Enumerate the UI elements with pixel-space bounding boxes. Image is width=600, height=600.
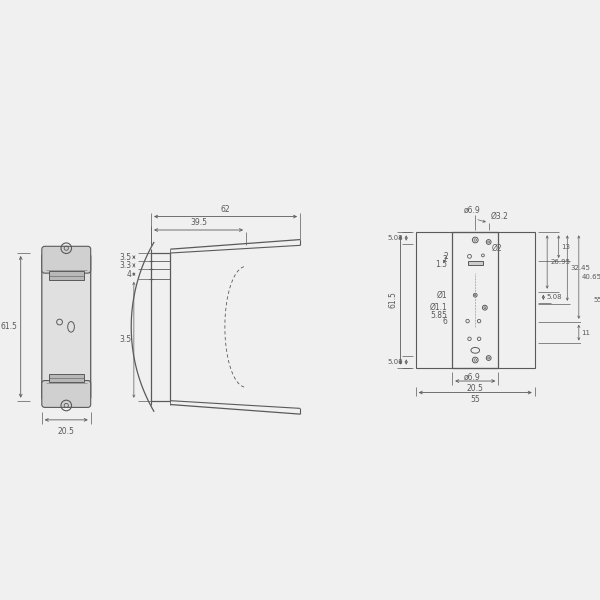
- Text: 61.5: 61.5: [389, 292, 398, 308]
- Text: 62: 62: [221, 205, 230, 214]
- Text: 4: 4: [127, 269, 132, 278]
- Bar: [452, 232, 498, 368]
- Text: 40.65: 40.65: [581, 274, 600, 280]
- Text: 20.5: 20.5: [467, 384, 484, 393]
- Text: 39.5: 39.5: [190, 218, 207, 227]
- Text: Ø2: Ø2: [491, 244, 502, 253]
- Text: 1.5: 1.5: [436, 260, 448, 269]
- Text: 20.5: 20.5: [58, 427, 74, 436]
- Text: Ø3.2: Ø3.2: [491, 212, 508, 221]
- Text: Ø1.1: Ø1.1: [430, 303, 448, 312]
- Text: 5.08: 5.08: [388, 235, 403, 241]
- Text: ø6.9: ø6.9: [464, 206, 481, 215]
- Text: 6: 6: [443, 317, 448, 326]
- Bar: [151, 253, 170, 401]
- Text: 5.08: 5.08: [546, 294, 562, 300]
- Text: 55: 55: [593, 297, 600, 303]
- FancyBboxPatch shape: [42, 380, 91, 407]
- Text: 2: 2: [443, 255, 448, 264]
- Text: ø6.9: ø6.9: [464, 373, 481, 382]
- FancyBboxPatch shape: [42, 246, 91, 273]
- Text: 2: 2: [443, 252, 448, 261]
- Text: 5.08: 5.08: [388, 359, 403, 365]
- Bar: [49, 374, 84, 382]
- Text: 11: 11: [581, 329, 590, 335]
- Bar: [467, 261, 483, 265]
- Text: Ø1: Ø1: [437, 291, 448, 300]
- Text: 5.85: 5.85: [431, 311, 448, 320]
- Text: 13: 13: [562, 244, 571, 250]
- Text: 32.45: 32.45: [570, 265, 590, 271]
- FancyBboxPatch shape: [42, 253, 91, 401]
- Text: 3.5: 3.5: [120, 253, 132, 262]
- Text: 61.5: 61.5: [1, 322, 18, 331]
- Text: 55: 55: [470, 395, 480, 404]
- Text: 3.5: 3.5: [120, 335, 132, 344]
- Text: 26.95: 26.95: [550, 259, 570, 265]
- Text: 3.3: 3.3: [120, 261, 132, 270]
- Bar: [416, 232, 535, 368]
- Bar: [49, 271, 84, 280]
